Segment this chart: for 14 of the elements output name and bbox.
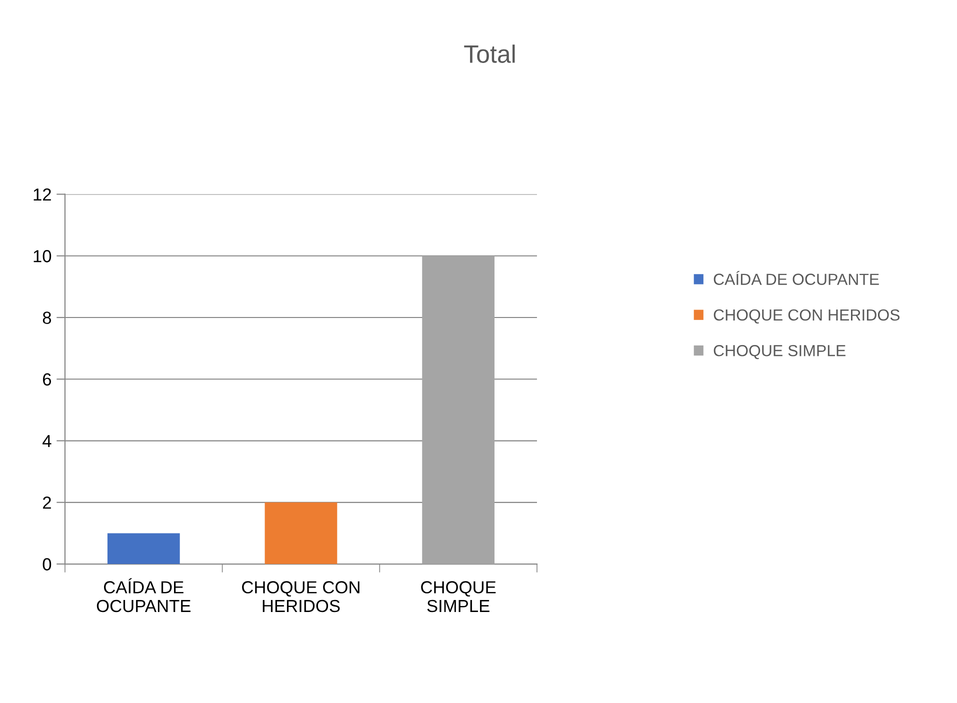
y-tick-label: 10: [34, 250, 52, 262]
legend-label: CHOQUE SIMPLE: [714, 344, 846, 360]
y-tick-label: 4: [42, 435, 52, 448]
y-tick-label: 12: [34, 188, 51, 201]
y-tick-label: 6: [43, 373, 52, 386]
y-tick-label: 0: [42, 558, 52, 570]
x-tick-label: CHOQUE CON HERIDOS: [242, 581, 360, 612]
x-tick-label: CHOQUE SIMPLE: [421, 581, 496, 612]
legend-label: CHOQUE CON HERIDOS: [714, 309, 900, 324]
legend-label: CAÍDA DE OCUPANTE: [714, 270, 879, 285]
y-tick-label: 8: [42, 312, 52, 324]
x-tick-label: CAÍDA DE OCUPANTE: [96, 578, 190, 612]
y-tick-label: 2: [43, 496, 51, 509]
chart-title: Total: [464, 44, 515, 63]
